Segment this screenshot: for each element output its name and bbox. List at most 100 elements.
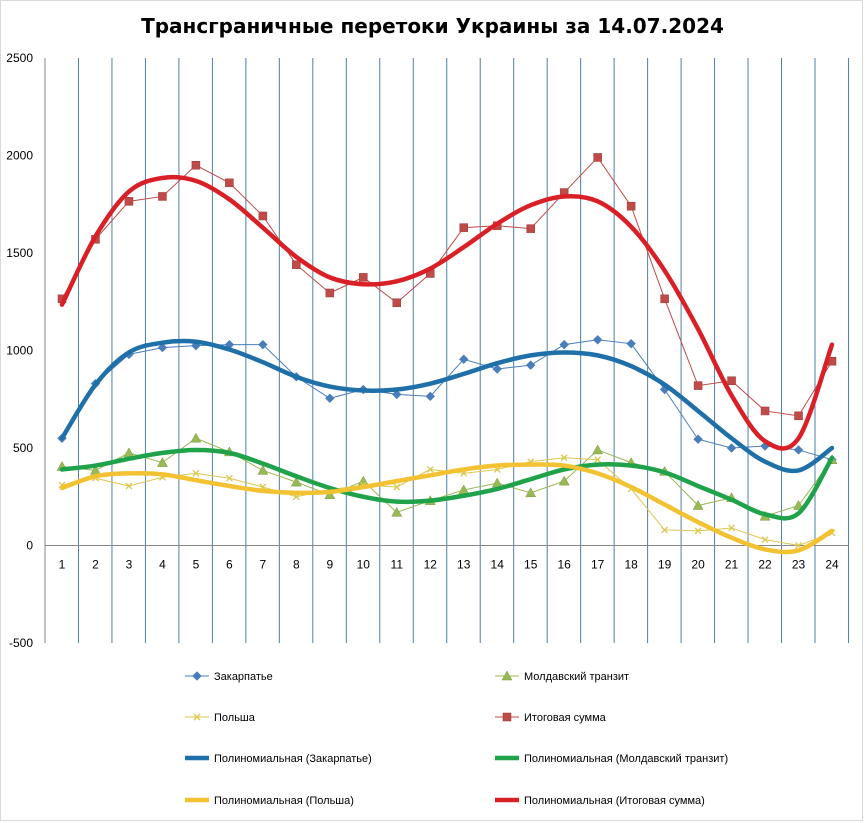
series-3-point	[192, 469, 200, 477]
y-tick-label: 500	[13, 441, 33, 455]
x-tick-label: 17	[591, 558, 605, 572]
series-3-point	[694, 527, 702, 535]
legend-label: Полиномиальная (Закарпатье)	[214, 753, 372, 765]
series-2-point	[290, 476, 302, 487]
x-tick-label: 3	[126, 558, 133, 572]
series-4-point	[392, 298, 402, 307]
legend-label: Польша	[214, 712, 256, 724]
series-1-point	[459, 354, 469, 364]
x-tick-label: 18	[624, 558, 638, 572]
series-1-point	[793, 445, 804, 455]
legend-marker	[193, 713, 201, 721]
legend-item: Итоговая сумма	[495, 712, 607, 724]
series-4-point	[292, 260, 301, 269]
series-1-point	[325, 393, 335, 403]
series-4-point	[258, 211, 268, 221]
series-1-point	[258, 339, 268, 350]
legend-label: Молдавский транзит	[524, 671, 629, 683]
x-tick-label: 23	[792, 558, 806, 572]
series-1-point	[726, 443, 737, 453]
x-tick-label: 10	[357, 558, 371, 572]
legend-item: Молдавский транзит	[495, 670, 629, 683]
x-tick-label: 24	[825, 558, 839, 572]
series-1-point	[157, 342, 168, 353]
x-tick-label: 20	[691, 558, 705, 572]
series-2-point	[357, 475, 369, 486]
series-4-point	[191, 161, 201, 170]
series-2-point	[190, 432, 202, 443]
series-4-point	[660, 294, 669, 304]
x-tick-label: 11	[391, 558, 404, 572]
legend-item: Полиномиальная (Молдавский транзит)	[495, 753, 728, 765]
x-tick-label: 1	[59, 558, 66, 572]
series-3-point	[225, 474, 233, 482]
series-4-point	[727, 376, 736, 385]
series-3-point	[426, 465, 434, 473]
legend-marker	[501, 670, 513, 681]
series-1-point	[592, 335, 603, 345]
x-tick-label: 21	[725, 558, 739, 572]
series-4-point	[593, 153, 602, 162]
series-3-point	[560, 454, 568, 462]
series-3-point	[761, 536, 769, 544]
series-2-point	[391, 506, 403, 517]
series-4-point	[526, 224, 535, 233]
legend-label: Закарпатье	[214, 671, 273, 683]
series-4-point	[225, 178, 234, 188]
series-6	[59, 447, 835, 521]
series-2-point	[525, 487, 537, 498]
series-1-point	[525, 360, 536, 370]
series-4-line	[61, 156, 833, 417]
series-3-point	[661, 526, 669, 534]
series-4-point	[693, 381, 703, 390]
series-4-point	[325, 288, 335, 298]
series-2-point	[592, 444, 604, 455]
series-4-point	[359, 273, 368, 282]
x-tick-label: 9	[326, 558, 333, 572]
legend-item: Полиномиальная (Закарпатье)	[185, 753, 372, 765]
x-tick-label: 16	[557, 558, 571, 572]
x-tick-label: 2	[92, 558, 99, 572]
legend-label: Полиномиальная (Молдавский транзит)	[524, 753, 728, 765]
legend-item: Польша	[185, 712, 256, 724]
series-2-point	[558, 475, 570, 486]
y-tick-label: -500	[9, 636, 33, 650]
series-4-point	[459, 223, 468, 232]
legend-item: Полиномиальная (Польша)	[185, 795, 354, 807]
series-1-point	[492, 364, 502, 374]
series-4-point	[760, 406, 770, 416]
series-2-point	[793, 500, 804, 510]
legend-label: Итоговая сумма	[524, 712, 607, 724]
x-tick-label: 14	[491, 558, 505, 572]
series-2-point	[157, 457, 168, 467]
series-2-point	[257, 464, 269, 475]
series-3-point	[728, 524, 736, 532]
x-tick-label: 15	[524, 558, 538, 572]
series-1-point	[559, 339, 569, 350]
x-tick-label: 13	[457, 558, 471, 572]
series-1-point	[392, 389, 402, 400]
y-tick-label: 1500	[6, 246, 33, 260]
legend-label: Полиномиальная (Итоговая сумма)	[524, 795, 705, 807]
x-tick-label: 12	[424, 558, 438, 572]
legend-item: Закарпатье	[185, 671, 273, 683]
series-1-point	[425, 391, 435, 402]
x-tick-label: 22	[758, 558, 772, 572]
legend: Закарпатье Молдавский транзит Польша Итогов…	[185, 670, 728, 807]
legend-label: Полиномиальная (Польша)	[214, 795, 354, 807]
y-tick-label: 1000	[6, 344, 33, 358]
series-5	[59, 338, 835, 474]
chart-title: Трансграничные перетоки Украины за 14.07…	[141, 14, 724, 38]
series-3-point	[125, 482, 133, 490]
series-4-point	[626, 201, 636, 211]
grid	[44, 58, 849, 643]
series-2-line	[61, 437, 833, 517]
series-3-point	[393, 483, 401, 491]
series-5-trendline	[59, 338, 835, 474]
y-axis: -500 0 500 1000 1500 2000 2500	[6, 51, 33, 650]
y-tick-label: 0	[26, 539, 33, 553]
legend-marker	[502, 712, 512, 722]
series-7	[59, 462, 835, 555]
